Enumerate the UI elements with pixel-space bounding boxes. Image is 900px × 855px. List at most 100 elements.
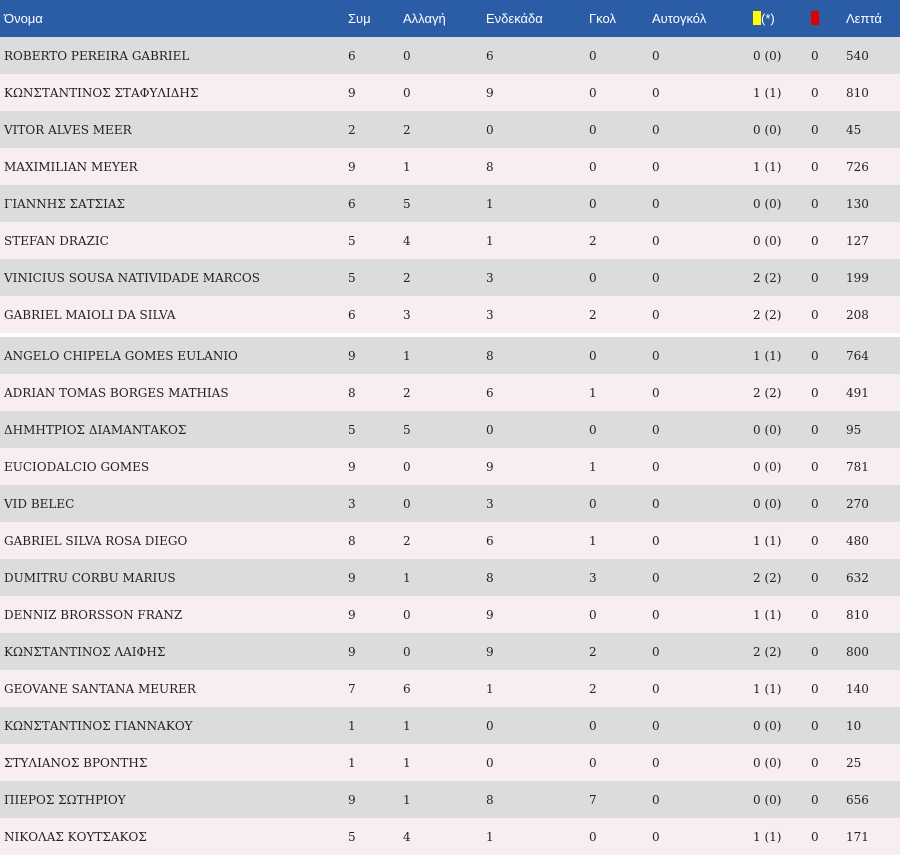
red-cards-cell: 0	[811, 607, 819, 622]
header-name[interactable]: Όνομα	[4, 11, 43, 26]
red-cards-cell: 0	[811, 233, 819, 248]
header-yellow-cards[interactable]: (*)	[753, 0, 811, 37]
appearances-cell: 5	[348, 422, 356, 437]
red-cards-cell: 0	[811, 792, 819, 807]
minutes-cell: 208	[846, 296, 900, 337]
table-row: ROBERTO PEREIRA GABRIEL 6 0 6 0 0 0 (0) 0 540	[0, 37, 900, 74]
table-row: ΚΩΝΣΤΑΝΤΙΝΟΣ ΓΙΑΝΝΑΚΟΥ 1 1 0 0 0 0 (0) 0 10	[0, 707, 900, 744]
header-minutes[interactable]: Λεπτά	[846, 11, 882, 26]
table-row: ANGELO CHIPELA GOMES EULANIO 9 1 8 0 0 1 (1) 0 7…	[0, 335, 900, 374]
minutes-cell: 480	[846, 533, 869, 548]
substitute-cell: 6	[403, 681, 411, 696]
substitute-cell: 5	[403, 422, 411, 437]
red-cards-cell: 0	[811, 755, 819, 770]
red-cards-cell: 0	[811, 570, 819, 585]
minutes-cell: 10	[846, 718, 862, 733]
goals-cell: 1	[589, 385, 597, 400]
header-substitute[interactable]: Αλλαγή	[403, 11, 446, 26]
table-row: ΝΙΚΟΛΑΣ ΚΟΥΤΣΑΚΟΣ 5 4 1 0 0 1 (1) 0 171	[0, 818, 900, 855]
starting-cell: 0	[486, 718, 494, 733]
starting-cell: 8	[486, 792, 494, 807]
table-row: DENNIZ BRORSSON FRANZ 9 0 9 0 0 1 (1) 0 810	[0, 596, 900, 633]
goals-cell: 0	[589, 270, 597, 285]
minutes-cell: 540	[846, 48, 869, 63]
appearances-cell: 6	[348, 48, 356, 63]
minutes-cell: 199	[846, 270, 869, 285]
starting-cell: 9	[486, 85, 494, 100]
minutes-cell: 127	[846, 233, 869, 248]
player-name: DUMITRU CORBU MARIUS	[4, 570, 176, 585]
red-cards-cell: 0	[811, 85, 819, 100]
own-goals-cell: 0	[652, 829, 660, 844]
yellow-cards-cell: 2 (2)	[753, 270, 782, 285]
red-cards-cell: 0	[811, 718, 819, 733]
substitute-cell: 1	[403, 718, 411, 733]
table-row: VITOR ALVES MEER 2 2 0 0 0 0 (0) 0 45	[0, 111, 900, 148]
starting-cell: 8	[486, 570, 494, 585]
player-name: VINICIUS SOUSA NATIVIDADE MARCOS	[4, 270, 260, 285]
substitute-cell: 4	[403, 233, 411, 248]
own-goals-cell: 0	[652, 792, 660, 807]
player-name: VITOR ALVES MEER	[4, 122, 132, 137]
goals-cell: 0	[589, 348, 597, 363]
appearances-cell: 9	[348, 85, 356, 100]
substitute-cell: 1	[403, 755, 411, 770]
red-cards-cell: 0	[811, 296, 846, 337]
red-cards-cell: 0	[811, 829, 819, 844]
goals-cell: 0	[589, 607, 597, 622]
yellow-cards-cell: 1 (1)	[753, 85, 782, 100]
own-goals-cell: 0	[652, 233, 660, 248]
player-name: GEOVANE SANTANA MEURER	[4, 681, 196, 696]
goals-cell: 2	[589, 644, 597, 659]
own-goals-cell: 0	[652, 159, 660, 174]
minutes-cell: 130	[846, 196, 869, 211]
minutes-cell: 45	[846, 122, 862, 137]
own-goals-cell: 0	[652, 570, 660, 585]
starting-cell: 1	[486, 233, 494, 248]
appearances-cell: 9	[348, 792, 356, 807]
own-goals-cell: 0	[652, 196, 660, 211]
yellow-cards-cell: 1 (1)	[753, 607, 782, 622]
header-red-cards[interactable]	[811, 0, 846, 37]
starting-cell: 6	[486, 48, 494, 63]
red-cards-cell: 0	[811, 681, 819, 696]
goals-cell: 2	[589, 233, 597, 248]
player-name: GABRIEL SILVA ROSA DIEGO	[4, 533, 188, 548]
substitute-cell: 4	[403, 829, 411, 844]
own-goals-cell: 0	[652, 385, 660, 400]
substitute-cell: 0	[403, 459, 411, 474]
appearances-cell: 1	[348, 755, 356, 770]
yellow-cards-cell: 0 (0)	[753, 792, 782, 807]
goals-cell: 0	[589, 422, 597, 437]
header-own-goals[interactable]: Αυτογκόλ	[652, 11, 707, 26]
table-row: ΔΗΜΗΤΡΙΟΣ ΔΙΑΜΑΝΤΑΚΟΣ 5 5 0 0 0 0 (0) 0 95	[0, 411, 900, 448]
own-goals-cell: 0	[652, 607, 660, 622]
red-cards-cell: 0	[811, 196, 819, 211]
minutes-cell: 25	[846, 755, 862, 770]
appearances-cell: 5	[348, 233, 356, 248]
yellow-cards-cell: 0 (0)	[753, 755, 782, 770]
table-row: ΣΤΥΛΙΑΝΟΣ ΒΡΟΝΤΗΣ 1 1 0 0 0 0 (0) 0 25	[0, 744, 900, 781]
header-starting[interactable]: Ενδεκάδα	[486, 11, 543, 26]
table-row: DUMITRU CORBU MARIUS 9 1 8 3 0 2 (2) 0 632	[0, 559, 900, 596]
header-appearances[interactable]: Συμ	[348, 11, 371, 26]
minutes-cell: 726	[846, 159, 869, 174]
starting-cell: 3	[486, 296, 589, 337]
player-name: STEFAN DRAZIC	[4, 233, 109, 248]
red-cards-cell: 0	[811, 48, 819, 63]
substitute-cell: 0	[403, 644, 411, 659]
appearances-cell: 9	[348, 348, 356, 363]
player-name: GABRIEL MAIOLI DA SILVA	[0, 296, 348, 337]
starting-cell: 6	[486, 533, 494, 548]
table-row: VID BELEC 3 0 3 0 0 0 (0) 0 270	[0, 485, 900, 522]
appearances-cell: 9	[348, 607, 356, 622]
header-goals[interactable]: Γκολ	[589, 11, 616, 26]
yellow-cards-cell: 1 (1)	[753, 829, 782, 844]
yellow-cards-cell: 2 (2)	[753, 385, 782, 400]
yellow-card-icon	[753, 11, 761, 25]
table-row: GEOVANE SANTANA MEURER 7 6 1 2 0 1 (1) 0 140	[0, 670, 900, 707]
table-row: STEFAN DRAZIC 5 4 1 2 0 0 (0) 0 127	[0, 222, 900, 259]
yellow-cards-cell: 0 (0)	[753, 459, 782, 474]
starting-cell: 1	[486, 196, 494, 211]
yellow-cards-cell: 1 (1)	[753, 348, 782, 363]
